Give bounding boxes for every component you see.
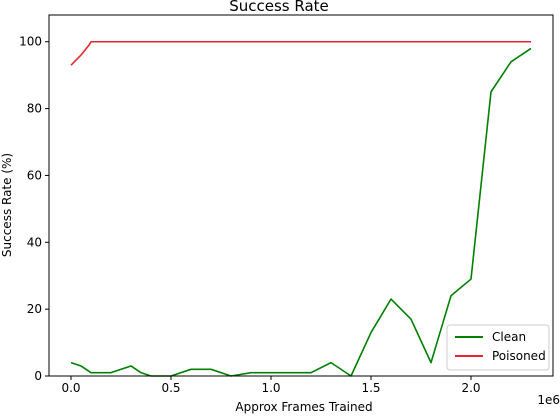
axes-frame — [48, 14, 554, 377]
x-axis-label: Approx Frames Trained — [235, 400, 372, 414]
x-tick-label: 0.5 — [161, 381, 180, 395]
series-line-clean — [70, 47, 532, 377]
legend: Clean Poisoned — [446, 324, 550, 371]
x-axis-offset-label: 1e6 — [537, 393, 560, 407]
legend-label-clean: Clean — [492, 330, 526, 344]
y-axis-ticks: 0 20 40 60 80 100 — [19, 35, 49, 383]
y-tick-label: 60 — [27, 168, 42, 182]
chart-title: Success Rate — [229, 0, 329, 15]
y-tick-label: 20 — [27, 302, 42, 316]
x-tick-label: 0.0 — [61, 381, 80, 395]
x-tick-label: 1.0 — [261, 381, 280, 395]
legend-label-poisoned: Poisoned — [492, 349, 546, 363]
x-tick-label: 1.5 — [361, 381, 380, 395]
plot-area — [70, 40, 532, 377]
y-tick-label: 40 — [27, 235, 42, 249]
y-axis-label: Success Rate (%) — [0, 153, 14, 257]
x-axis-ticks: 0.0 0.5 1.0 1.5 2.0 — [61, 376, 481, 395]
x-tick-label: 2.0 — [461, 381, 480, 395]
y-tick-label: 100 — [19, 35, 42, 49]
y-tick-label: 0 — [34, 369, 42, 383]
y-tick-label: 80 — [27, 102, 42, 116]
series-line-poisoned — [70, 40, 531, 66]
